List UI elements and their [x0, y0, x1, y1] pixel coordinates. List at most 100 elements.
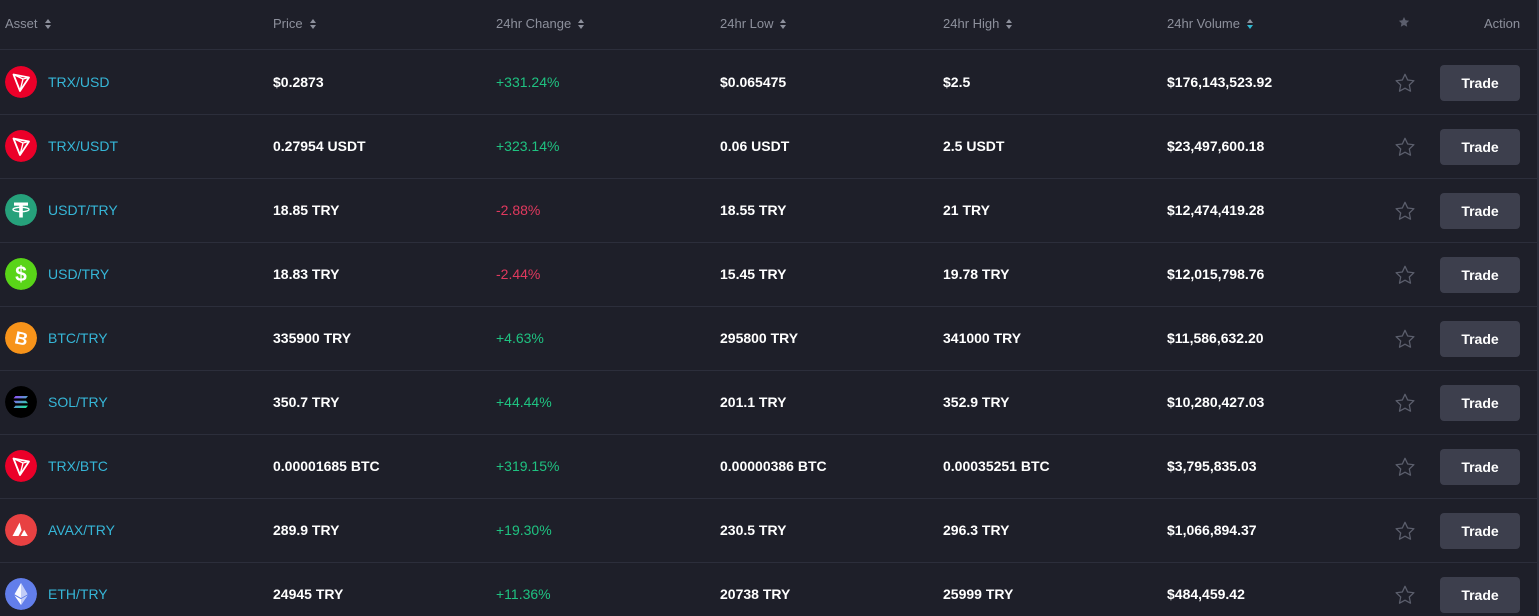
low-value: 295800 TRY [720, 330, 799, 346]
volume-value: $3,795,835.03 [1167, 458, 1257, 474]
header-high-label: 24hr High [943, 16, 1000, 31]
star-filled-icon [1398, 17, 1410, 27]
pair-link[interactable]: USD/TRY [48, 266, 110, 282]
table-row[interactable]: $ USD/TRY 18.83 TRY -2.44% 15.45 TRY 19.78 TR… [0, 243, 1537, 307]
favorite-star-icon[interactable] [1394, 72, 1416, 94]
change-value: +44.44% [496, 394, 552, 410]
low-value: 20738 TRY [720, 586, 791, 602]
price-value: 335900 TRY [273, 330, 352, 346]
sort-icon [44, 18, 51, 29]
volume-value: $176,143,523.92 [1167, 74, 1273, 90]
high-value: 341000 TRY [943, 330, 1022, 346]
low-value: 230.5 TRY [720, 522, 787, 538]
svg-text:B: B [13, 327, 30, 349]
pair-link[interactable]: TRX/USD [48, 74, 110, 90]
sort-icon [780, 18, 787, 29]
sort-icon [578, 18, 585, 29]
ethereum-icon [5, 578, 37, 610]
trade-button[interactable]: Trade [1440, 577, 1520, 613]
table-row[interactable]: TRX/USD $0.2873 +331.24% $0.065475 $2.5 $176,… [0, 51, 1537, 115]
header-volume-label: 24hr Volume [1167, 16, 1240, 31]
header-favorite-sort[interactable] [1398, 16, 1410, 28]
price-value: 18.85 TRY [273, 202, 340, 218]
header-low-sort[interactable]: 24hr Low [720, 16, 787, 31]
volume-value: $1,066,894.37 [1167, 522, 1257, 538]
volume-value: $12,015,798.76 [1167, 266, 1265, 282]
table-row[interactable]: ETH/TRY 24945 TRY +11.36% 20738 TRY 25999 TR… [0, 563, 1537, 616]
favorite-star-icon[interactable] [1394, 200, 1416, 222]
volume-value: $11,586,632.20 [1167, 330, 1264, 346]
table-row[interactable]: USDT/TRY 18.85 TRY -2.88% 18.55 TRY 21 TRY $1… [0, 179, 1537, 243]
header-price-sort[interactable]: Price [273, 16, 316, 31]
table-row[interactable]: AVAX/TRY 289.9 TRY +19.30% 230.5 TRY 296.3 T… [0, 499, 1537, 563]
price-value: 24945 TRY [273, 586, 344, 602]
sort-icon [1006, 18, 1013, 29]
table-header: Asset Price 24hr Change 24hr Low 24hr Hi… [0, 0, 1537, 50]
high-value: 352.9 TRY [943, 394, 1010, 410]
price-value: 0.00001685 BTC [273, 458, 380, 474]
trade-button[interactable]: Trade [1440, 449, 1520, 485]
header-volume-sort[interactable]: 24hr Volume [1167, 16, 1253, 31]
tron-icon [5, 130, 37, 162]
volume-value: $23,497,600.18 [1167, 138, 1265, 154]
header-action: Action [1484, 16, 1520, 31]
header-low-label: 24hr Low [720, 16, 774, 31]
tron-icon [5, 66, 37, 98]
pair-link[interactable]: ETH/TRY [48, 586, 108, 602]
pair-link[interactable]: AVAX/TRY [48, 522, 115, 538]
pair-link[interactable]: USDT/TRY [48, 202, 118, 218]
header-change-sort[interactable]: 24hr Change [496, 16, 585, 31]
svg-text:$: $ [15, 263, 27, 286]
header-asset-sort[interactable]: Asset [5, 16, 51, 31]
table-row[interactable]: TRX/BTC 0.00001685 BTC +319.15% 0.00000386 … [0, 435, 1537, 499]
low-value: $0.065475 [720, 74, 787, 90]
favorite-star-icon[interactable] [1394, 264, 1416, 286]
trade-button[interactable]: Trade [1440, 513, 1520, 549]
low-value: 201.1 TRY [720, 394, 787, 410]
table-row[interactable]: B BTC/TRY 335900 TRY +4.63% 295800 TRY 341000… [0, 307, 1537, 371]
header-price-label: Price [273, 16, 303, 31]
bitcoin-icon: B [5, 322, 37, 354]
table-row[interactable]: TRX/USDT 0.27954 USDT +323.14% 0.06 USDT 2.5… [0, 115, 1537, 179]
tron-icon [5, 450, 37, 482]
pair-link[interactable]: BTC/TRY [48, 330, 108, 346]
trade-button[interactable]: Trade [1440, 385, 1520, 421]
change-value: -2.88% [496, 202, 541, 218]
favorite-star-icon[interactable] [1394, 584, 1416, 606]
favorite-star-icon[interactable] [1394, 392, 1416, 414]
favorite-star-icon[interactable] [1394, 328, 1416, 350]
trade-button[interactable]: Trade [1440, 65, 1520, 101]
trade-button[interactable]: Trade [1440, 257, 1520, 293]
pair-link[interactable]: TRX/BTC [48, 458, 108, 474]
header-action-label: Action [1484, 16, 1521, 31]
tether-icon [5, 194, 37, 226]
change-value: +331.24% [496, 74, 560, 90]
change-value: +4.63% [496, 330, 544, 346]
price-value: 18.83 TRY [273, 266, 340, 282]
favorite-star-icon[interactable] [1394, 136, 1416, 158]
low-value: 0.00000386 BTC [720, 458, 827, 474]
change-value: +323.14% [496, 138, 560, 154]
header-high-sort[interactable]: 24hr High [943, 16, 1013, 31]
volume-value: $10,280,427.03 [1167, 394, 1265, 410]
sort-icon [309, 18, 316, 29]
header-asset-label: Asset [5, 16, 38, 31]
low-value: 0.06 USDT [720, 138, 790, 154]
trade-button[interactable]: Trade [1440, 129, 1520, 165]
pair-link[interactable]: SOL/TRY [48, 394, 108, 410]
table-row[interactable]: SOL/TRY 350.7 TRY +44.44% 201.1 TRY 352.9 TR… [0, 371, 1537, 435]
high-value: 0.00035251 BTC [943, 458, 1050, 474]
trade-button[interactable]: Trade [1440, 193, 1520, 229]
low-value: 18.55 TRY [720, 202, 787, 218]
trade-button[interactable]: Trade [1440, 321, 1520, 357]
volume-value: $484,459.42 [1167, 586, 1245, 602]
pair-link[interactable]: TRX/USDT [48, 138, 118, 154]
price-value: $0.2873 [273, 74, 324, 90]
change-value: +11.36% [496, 586, 551, 602]
favorite-star-icon[interactable] [1394, 456, 1416, 478]
solana-icon [5, 386, 37, 418]
high-value: 19.78 TRY [943, 266, 1010, 282]
favorite-star-icon[interactable] [1394, 520, 1416, 542]
dollar-icon: $ [5, 258, 37, 290]
